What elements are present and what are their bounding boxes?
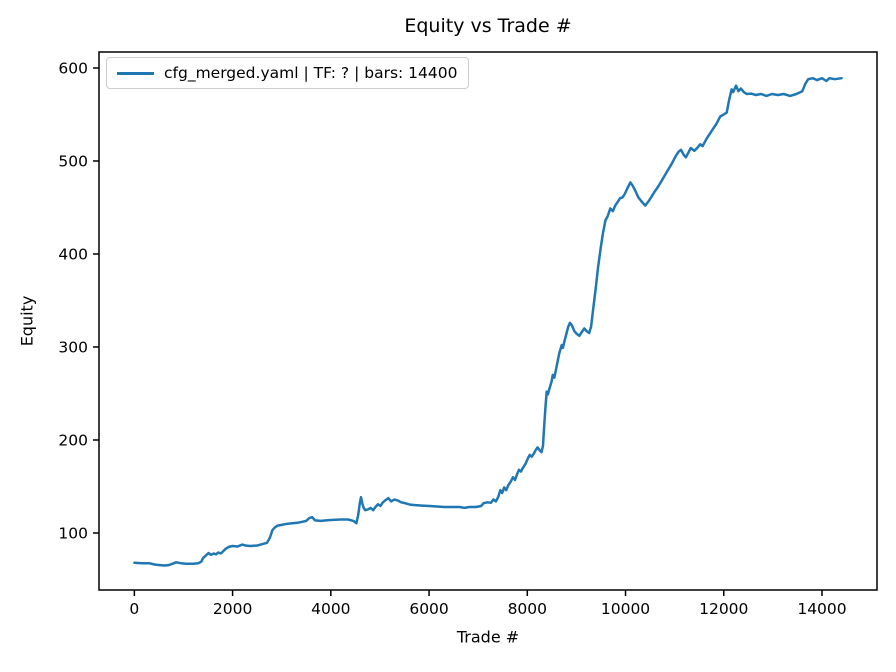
legend-box: cfg_merged.yaml | TF: ? | bars: 14400 [106, 57, 470, 89]
x-tick-label: 0 [129, 600, 139, 618]
axes-spines [98, 51, 878, 591]
y-axis-label: Equity [17, 295, 37, 347]
equity-line-series [133, 76, 843, 567]
y-tick-label: 300 [58, 338, 88, 356]
x-tick-label: 12000 [699, 600, 748, 618]
plot-border [98, 51, 878, 591]
x-tick-label: 4000 [311, 600, 350, 618]
axis-tick-labels: 0 2000 4000 6000 8000 10000 12000 14000 100 200 30… [58, 59, 846, 618]
x-tick-label: 10000 [601, 600, 650, 618]
y-tick-label: 400 [58, 245, 88, 263]
x-tick-label: 2000 [213, 600, 252, 618]
legend-entry-label: cfg_merged.yaml | TF: ? | bars: 14400 [164, 64, 458, 82]
x-tick-label: 8000 [508, 600, 547, 618]
y-tick-label: 600 [58, 59, 88, 77]
y-tick-label: 500 [58, 152, 88, 170]
y-tick-label: 100 [58, 524, 88, 542]
x-axis-label: Trade # [456, 627, 520, 647]
legend-line-sample-icon [117, 71, 154, 75]
equity-curve [133, 76, 843, 567]
x-tick-label: 14000 [797, 600, 846, 618]
y-tick-label: 200 [58, 431, 88, 449]
axis-ticks [93, 67, 823, 596]
x-tick-label: 6000 [409, 600, 448, 618]
chart-title: Equity vs Trade # [404, 15, 572, 37]
